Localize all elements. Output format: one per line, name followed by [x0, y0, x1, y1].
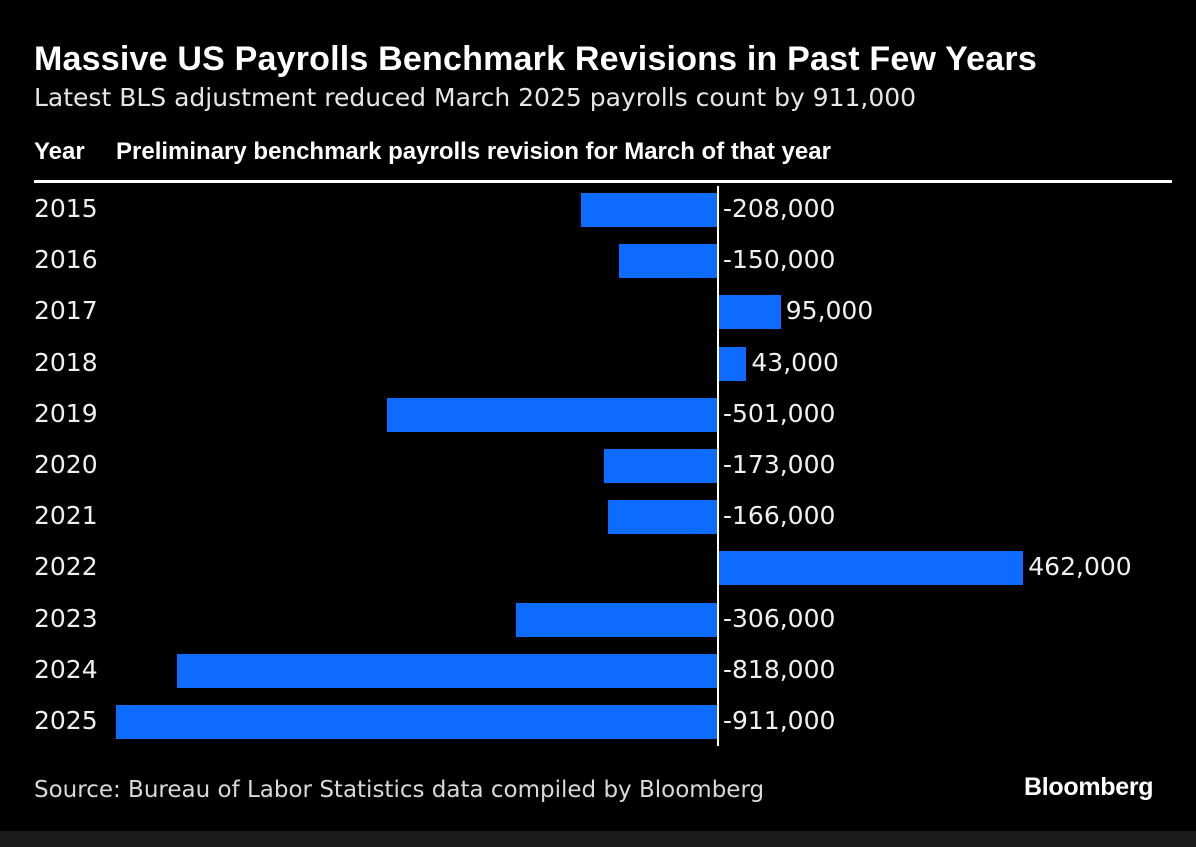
- bar-2023: [515, 602, 718, 637]
- column-header-metric: Preliminary benchmark payrolls revision …: [116, 138, 831, 165]
- value-label-2020: -173,000: [723, 450, 836, 479]
- source-note: Source: Bureau of Labor Statistics data …: [34, 777, 765, 803]
- value-label-2023: -306,000: [723, 603, 836, 633]
- bar-2017: [718, 295, 781, 330]
- bar-2024: [177, 653, 718, 688]
- value-label-2018: 43,000: [751, 347, 839, 377]
- value-label-2016: -150,000: [723, 245, 836, 275]
- year-label-2015: 2015: [34, 194, 98, 223]
- chart-subtitle: Latest BLS adjustment reduced March 2025…: [34, 83, 917, 112]
- bar-2022: [718, 551, 1024, 586]
- year-label-2024: 2024: [34, 654, 98, 684]
- value-label-2017: 95,000: [785, 296, 874, 326]
- bloomberg-logo: Bloomberg: [1024, 773, 1154, 801]
- chart-title: Massive US Payrolls Benchmark Revisions …: [34, 40, 1037, 78]
- bar-2016: [618, 244, 718, 279]
- bar-2019: [386, 397, 718, 432]
- year-label-2023: 2023: [34, 603, 98, 633]
- bar-2015: [580, 193, 718, 227]
- zero-axis-line: [717, 186, 719, 746]
- year-label-2018: 2018: [34, 347, 98, 377]
- value-label-2015: -208,000: [723, 194, 836, 223]
- value-label-2025: -911,000: [723, 706, 836, 735]
- year-label-2022: 2022: [34, 552, 98, 582]
- bar-2018: [718, 346, 747, 381]
- header-divider: [34, 180, 1172, 183]
- year-label-2025: 2025: [34, 706, 98, 735]
- bar-2020: [603, 449, 718, 483]
- year-label-2019: 2019: [34, 398, 98, 428]
- bar-2025: [116, 705, 718, 739]
- year-label-2021: 2021: [34, 501, 98, 531]
- bar-2021: [608, 500, 718, 535]
- year-label-2020: 2020: [34, 450, 98, 479]
- value-label-2019: -501,000: [723, 398, 836, 428]
- year-label-2017: 2017: [34, 296, 98, 326]
- year-label-2016: 2016: [34, 245, 98, 275]
- column-header-year: Year: [34, 138, 85, 165]
- value-label-2021: -166,000: [723, 501, 836, 531]
- value-label-2024: -818,000: [723, 654, 836, 684]
- bottom-strip: [0, 831, 1196, 847]
- value-label-2022: 462,000: [1028, 552, 1132, 582]
